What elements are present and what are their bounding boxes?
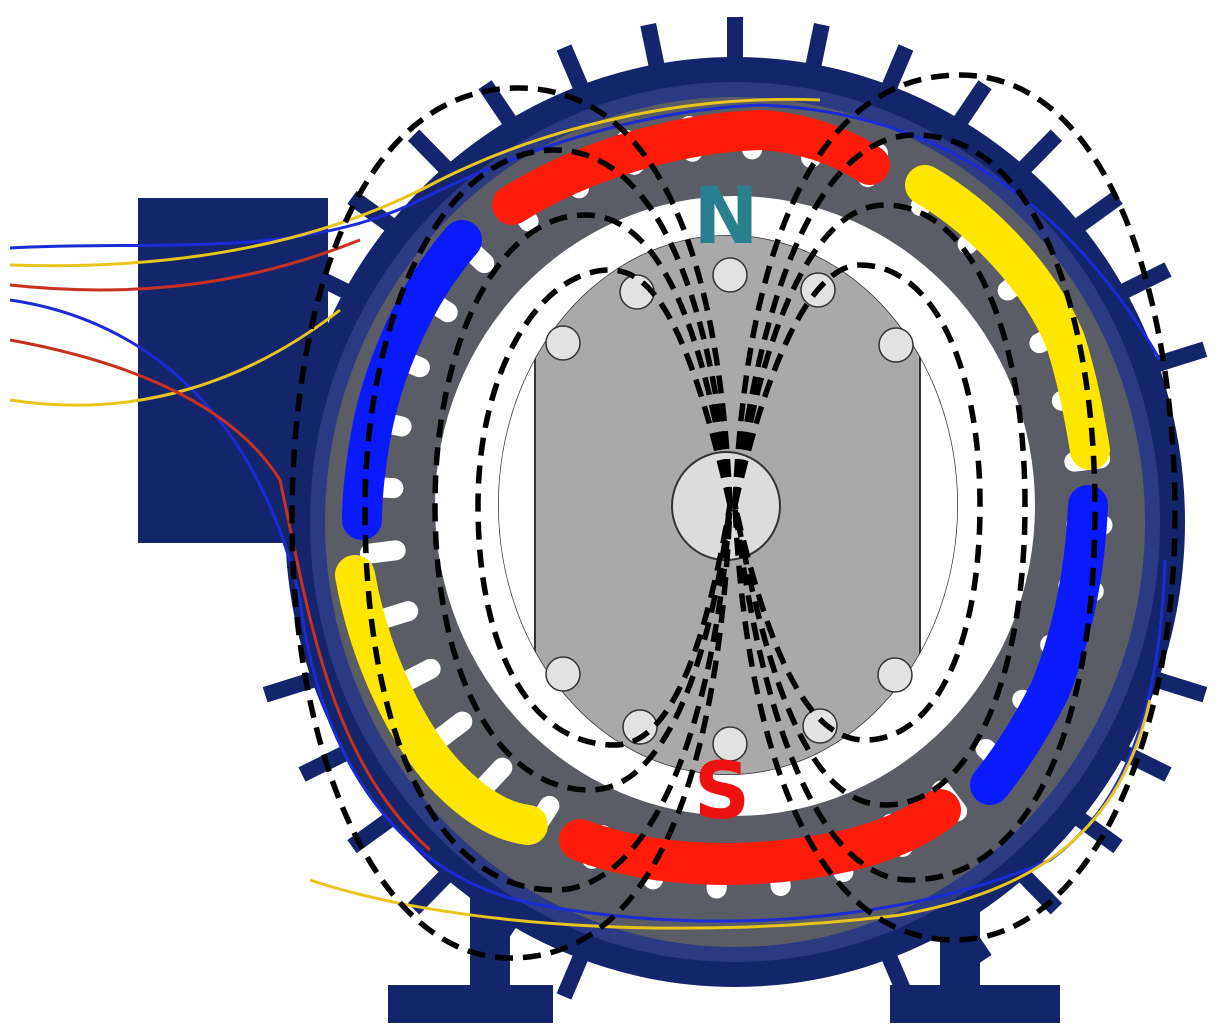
rotor-bolt-icon <box>802 708 838 744</box>
rotor-bolt-icon <box>545 325 581 361</box>
coil-yellow-left <box>335 555 548 845</box>
stator-slot <box>431 711 473 748</box>
rotor-bolt-icon <box>712 726 748 762</box>
south-pole-label: S <box>694 747 750 837</box>
rotor-bolt-icon <box>877 657 913 693</box>
rotor-bolt-icon <box>622 709 658 745</box>
coil-yellow-right <box>905 165 1110 470</box>
rotor-bolt-icon <box>712 257 748 293</box>
coil-blue-right <box>970 485 1108 805</box>
cooling-fins <box>262 17 1208 1000</box>
flux-lines <box>289 72 1178 961</box>
rotor-bolt-icon <box>545 656 581 692</box>
coil-red-bottom <box>559 789 961 885</box>
north-pole-label: N <box>693 172 758 262</box>
rotor-bolts <box>545 257 914 762</box>
stator-slot <box>359 540 406 564</box>
lead-wires <box>9 97 1167 930</box>
coil-red-top <box>492 109 890 225</box>
rotor-bolt-icon <box>878 327 914 363</box>
